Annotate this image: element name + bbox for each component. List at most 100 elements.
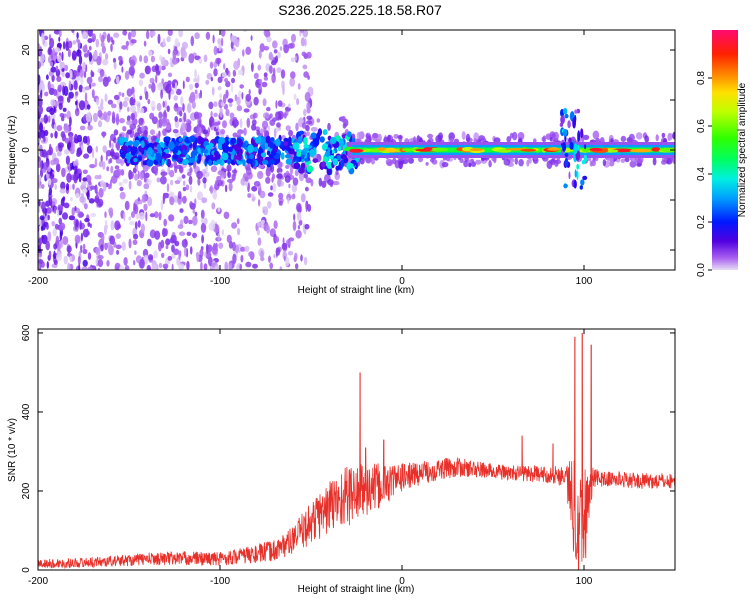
noise-blob [136,106,140,114]
noise-blob [231,77,235,84]
spike-blob [579,185,583,190]
noise-blob [290,71,296,79]
noise-blob [217,76,223,84]
snr-x-label: Height of straight line (km) [298,584,415,595]
noise-blob [248,251,255,258]
noise-blob [76,107,79,112]
noise-blob [96,97,100,106]
noise-blob [270,185,273,191]
noise-blob [46,261,49,269]
signal-blob [312,158,319,164]
signal-blob [324,150,331,158]
noise-blob [248,89,251,95]
line-halo [592,130,600,140]
snr-y-ticks: 0 200 400 600 [21,324,675,573]
snr-frame [37,328,676,571]
noise-blob [43,212,49,222]
noise-blob [98,174,102,180]
noise-blob [275,100,278,109]
line-halo [546,160,553,169]
noise-blob [73,173,78,184]
noise-blob [205,243,209,254]
noise-blob [85,112,91,123]
noise-blob [56,165,60,171]
noise-blob [38,74,41,85]
noise-blob [155,63,159,71]
noise-blob [174,82,178,92]
noise-blob [58,144,63,152]
noise-blob [157,82,163,91]
noise-blob [181,41,188,50]
noise-blob [275,248,278,258]
noise-blob [116,249,120,255]
noise-blob [58,30,62,38]
signal-blob [257,135,262,144]
noise-blob [73,80,78,91]
signal-blob [249,153,255,160]
line-halo [332,180,340,186]
spectrogram-y-tick-label: -20 [21,242,32,257]
noise-blob [287,197,290,204]
noise-blob [306,51,312,59]
noise-blob [67,40,73,49]
noise-blob [90,212,97,218]
noise-blob [72,160,79,167]
noise-blob [78,55,83,65]
noise-blob [232,69,237,77]
noise-blob [168,30,171,35]
line-halo [301,122,307,129]
noise-blob [87,30,93,37]
noise-blob [245,261,252,268]
noise-blob [103,111,108,121]
noise-blob [167,48,171,55]
noise-blob [53,243,58,250]
noise-blob [282,250,288,260]
signal-blob [288,136,292,146]
signal-blob [347,131,352,138]
signal-blob [221,152,229,161]
signal-blob [303,143,309,149]
noise-blob [242,49,245,57]
noise-blob [302,64,308,70]
line-halo [448,132,456,141]
noise-blob [128,238,132,249]
noise-blob [234,94,238,102]
noise-blob [116,75,120,85]
noise-blob [47,178,52,186]
noise-blob [211,202,216,210]
noise-blob [113,61,117,70]
line-halo [197,177,201,186]
line-halo [136,179,142,187]
line-halo [160,175,167,185]
noise-blob [63,255,68,265]
noise-blob [97,254,104,260]
noise-blob [194,69,197,79]
noise-blob [136,163,139,173]
noise-blob [82,177,88,182]
noise-blob [282,85,285,96]
signal-blob [306,165,314,173]
noise-blob [109,139,112,149]
line-halo [602,159,607,167]
noise-blob [68,163,71,174]
noise-blob [125,40,130,47]
noise-blob [65,183,70,191]
noise-blob [224,261,228,270]
signal-blob [330,136,337,145]
noise-blob [150,30,156,37]
noise-blob [82,259,88,267]
line-halo [610,138,614,144]
noise-blob [259,43,265,53]
noise-blob [273,253,276,259]
spectrogram-y-ticks: 20 10 0 -10 -20 [21,44,675,257]
noise-blob [121,45,128,50]
noise-blob [106,260,110,267]
noise-blob [86,190,90,200]
signal-blob [297,136,303,144]
colorbar-tick-label: 0.8 [696,71,707,85]
noise-blob [124,70,130,80]
noise-blob [227,98,234,103]
noise-blob [61,167,66,178]
noise-blob [84,217,90,223]
noise-blob [84,86,91,91]
